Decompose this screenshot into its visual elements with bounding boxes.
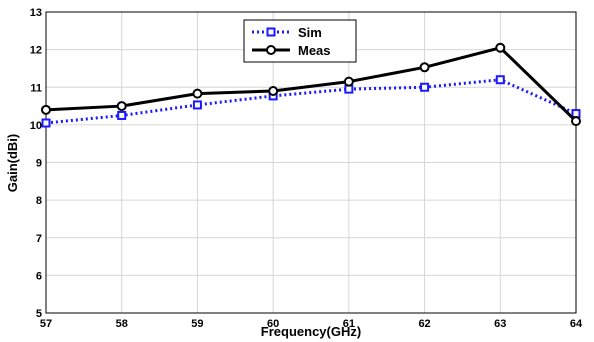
y-tick-label: 9	[36, 158, 42, 170]
y-tick-label: 11	[30, 82, 42, 94]
y-tick-label: 12	[30, 45, 42, 57]
point-meas	[192, 88, 203, 99]
point-sim	[495, 75, 505, 85]
x-tick-label: 61	[343, 318, 355, 330]
legend: Sim Meas	[243, 19, 357, 63]
y-tick-label: 10	[30, 120, 42, 132]
point-meas	[571, 116, 581, 127]
legend-meas-label: Meas	[298, 43, 331, 58]
series-line-sim	[45, 78, 577, 125]
x-axis-ticks: 57 58 59 60 61 62 63 64	[40, 318, 583, 330]
point-meas	[268, 86, 279, 97]
legend-meas-marker	[266, 45, 276, 55]
x-tick-label: 57	[40, 318, 52, 330]
y-tick-label: 6	[36, 270, 42, 282]
point-sim	[420, 82, 430, 92]
x-tick-label: 59	[191, 318, 203, 330]
series-line-meas	[45, 46, 578, 123]
legend-sim-marker	[266, 27, 276, 37]
point-meas	[495, 42, 506, 53]
x-tick-label: 60	[267, 318, 279, 330]
x-tick-label: 64	[570, 318, 583, 330]
legend-box	[243, 19, 357, 63]
plot-frame	[45, 11, 577, 314]
x-axis-label: Frequency(GHz)	[261, 324, 361, 339]
point-meas	[419, 62, 430, 73]
point-sim	[192, 100, 202, 110]
y-tick-label: 7	[36, 233, 42, 245]
y-axis-ticks: 5 6 7 8 9 10 11 12 13	[30, 7, 42, 320]
point-meas	[343, 76, 354, 87]
point-meas	[116, 101, 127, 112]
data-series	[41, 42, 581, 128]
point-sim	[344, 84, 354, 94]
point-sim	[117, 110, 127, 120]
y-tick-label: 5	[36, 308, 42, 320]
y-tick-label: 13	[30, 7, 42, 19]
y-tick-label: 8	[36, 195, 42, 207]
point-meas	[41, 104, 51, 115]
legend-sim-label: Sim	[298, 25, 322, 40]
x-tick-label: 63	[494, 318, 506, 330]
x-tick-label: 62	[418, 318, 430, 330]
point-sim	[571, 109, 581, 119]
y-axis-label: Gain(dBi)	[5, 134, 20, 193]
x-tick-label: 58	[116, 318, 128, 330]
point-sim	[41, 118, 51, 128]
